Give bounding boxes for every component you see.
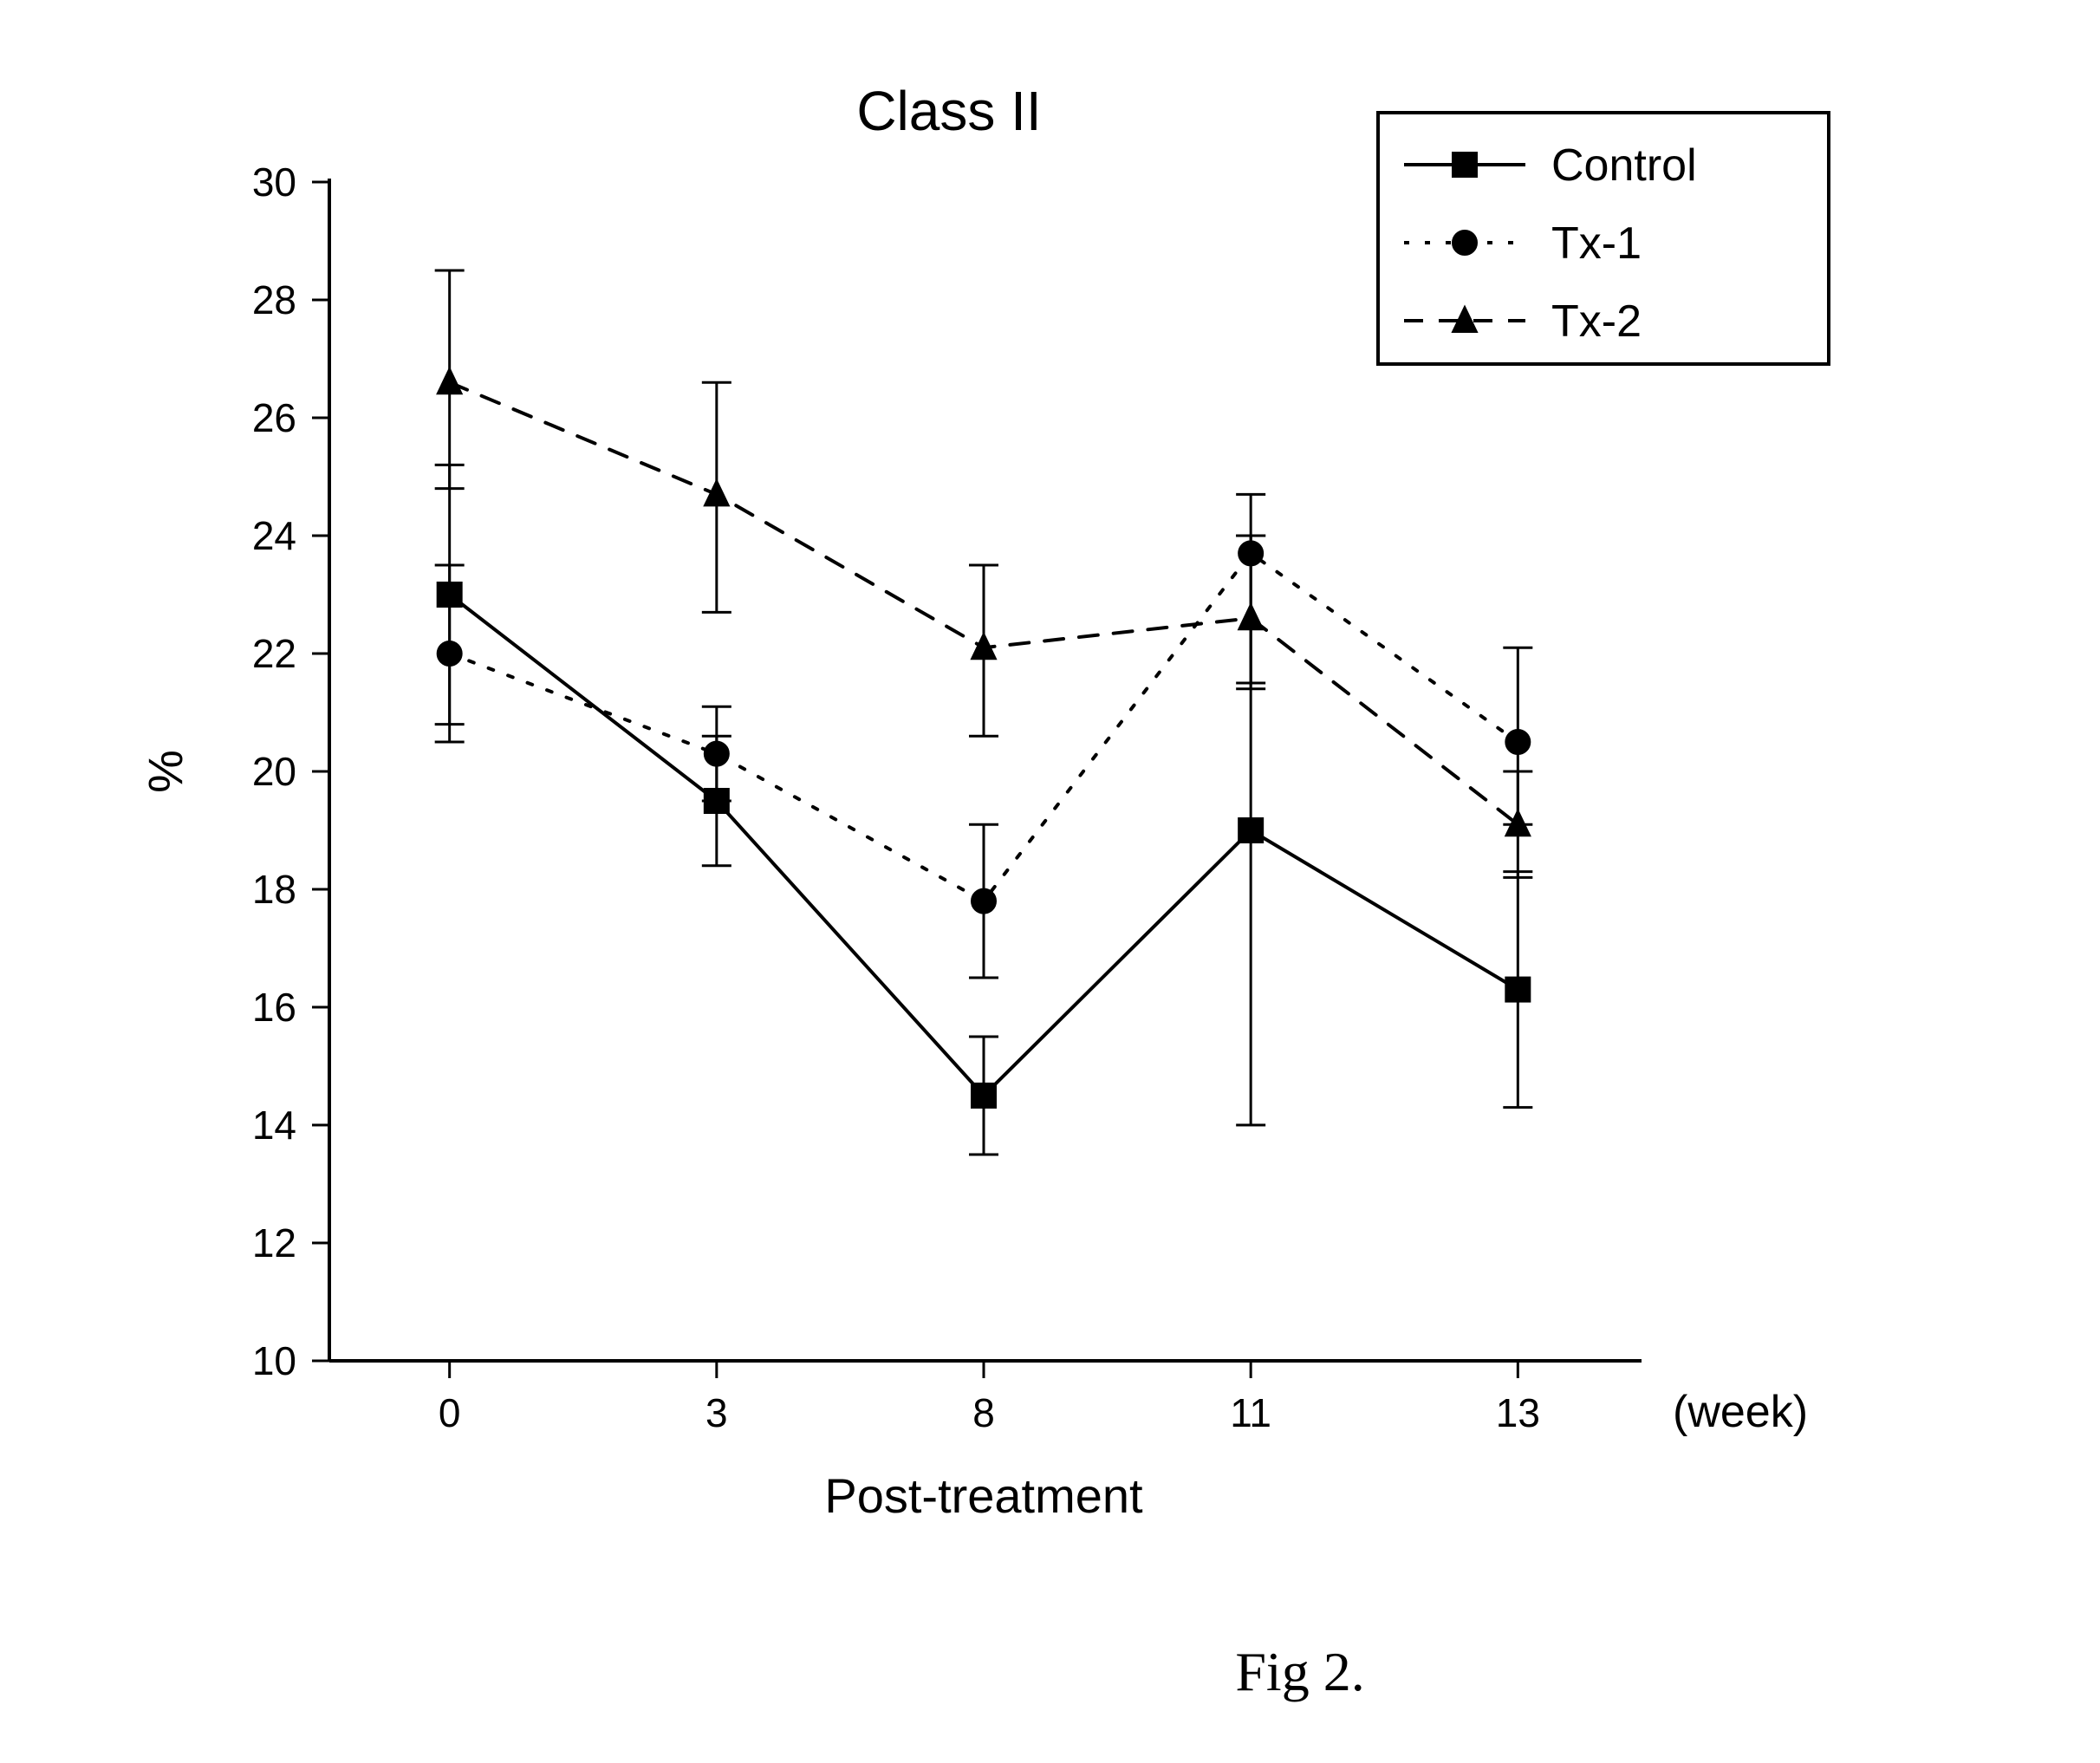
chart-svg: Class II 10 12 14 16 18 20 22 24 26 28 30 0 3 8 11 13% Po… <box>0 0 2100 1763</box>
legend-label-control: Control <box>1551 140 1697 191</box>
x-tick-label: 8 <box>972 1390 995 1435</box>
y-tick-label: 22 <box>252 631 296 676</box>
x-tick-label: 13 <box>1496 1390 1540 1435</box>
y-tick-label: 24 <box>252 513 296 558</box>
x-tick-label: 3 <box>705 1390 728 1435</box>
x-axis-label: Post-treatment <box>824 1468 1143 1523</box>
y-tick-label: 10 <box>252 1338 296 1383</box>
figure-caption: Fig 2. <box>1235 1641 1364 1702</box>
y-tick-label: 12 <box>252 1220 296 1265</box>
y-tick-label: 20 <box>252 749 296 794</box>
y-tick-label: 28 <box>252 277 296 322</box>
legend-label-tx1: Tx-1 <box>1551 218 1642 269</box>
y-tick-label: 16 <box>252 985 296 1030</box>
y-tick-label: 26 <box>252 395 296 440</box>
legend-label-tx2: Tx-2 <box>1551 296 1642 347</box>
chart-title: Class II <box>856 80 1041 142</box>
y-tick-label: 18 <box>252 867 296 912</box>
x-unit-label: (week) <box>1673 1387 1808 1437</box>
x-tick-label: 11 <box>1230 1390 1271 1435</box>
y-tick-label: 14 <box>252 1103 296 1148</box>
x-tick-label: 0 <box>439 1390 461 1435</box>
y-tick-label: 30 <box>252 159 296 205</box>
legend: Control Tx-1 Tx-2 <box>1378 113 1829 364</box>
y-axis-label: % <box>138 750 192 793</box>
